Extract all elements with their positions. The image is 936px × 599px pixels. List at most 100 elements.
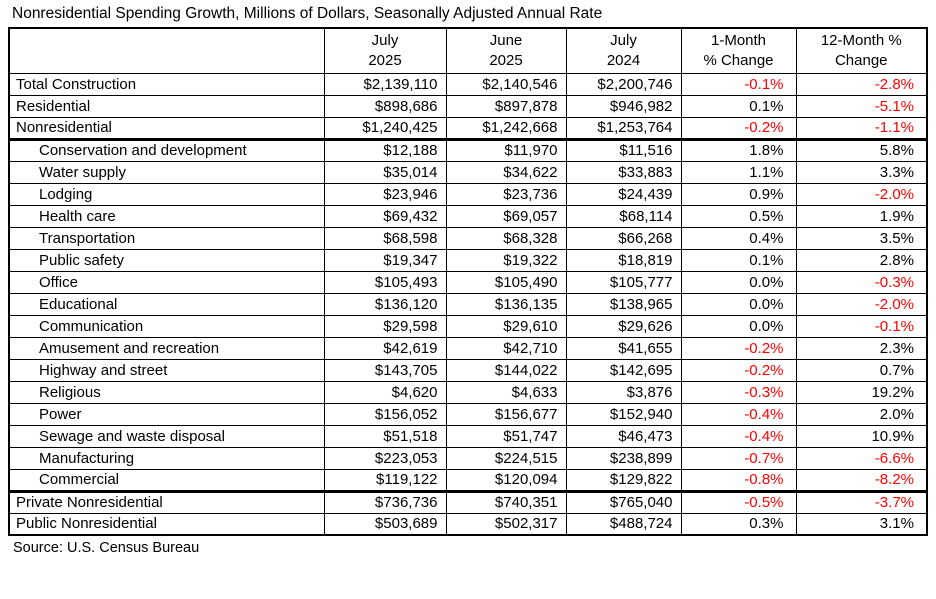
pct-change-cell: -6.6% — [795, 446, 928, 470]
value-cell: $4,633 — [445, 380, 567, 404]
col-header-line: July — [610, 32, 637, 50]
pct-change-cell: -0.2% — [680, 116, 797, 141]
value-cell: $2,200,746 — [565, 72, 682, 96]
row-label: Health care — [8, 204, 325, 228]
value-cell: $69,432 — [323, 204, 447, 228]
value-cell: $33,883 — [565, 160, 682, 184]
pct-change-cell: 0.0% — [680, 292, 797, 316]
value-cell: $898,686 — [323, 94, 447, 118]
value-cell: $34,622 — [445, 160, 567, 184]
pct-change-cell: 0.1% — [680, 94, 797, 118]
col-header-line: June — [489, 32, 523, 50]
table-row: Religious $4,620 $4,633 $3,876 -0.3% 19.2% — [8, 380, 928, 404]
pct-change-cell: 0.9% — [680, 182, 797, 206]
value-cell: $224,515 — [445, 446, 567, 470]
value-cell: $736,736 — [323, 490, 447, 514]
value-cell: $23,946 — [323, 182, 447, 206]
value-cell: $2,139,110 — [323, 72, 447, 96]
row-label: Office — [8, 270, 325, 294]
value-cell: $12,188 — [323, 138, 447, 162]
col-header-line: 2024 — [606, 51, 641, 69]
value-cell: $138,965 — [565, 292, 682, 316]
row-label: Sewage and waste disposal — [8, 424, 325, 448]
pct-change-cell: 10.9% — [795, 424, 928, 448]
value-cell: $66,268 — [565, 226, 682, 250]
value-cell: $46,473 — [565, 424, 682, 448]
table-row: Manufacturing $223,053 $224,515 $238,899 -0.… — [8, 446, 928, 470]
table-row: Private Nonresidential $736,736 $740,351 $7… — [8, 490, 928, 514]
value-cell: $1,240,425 — [323, 116, 447, 141]
row-label: Manufacturing — [8, 446, 325, 470]
pct-change-cell: -0.1% — [795, 314, 928, 338]
value-cell: $23,736 — [445, 182, 567, 206]
value-cell: $11,516 — [565, 138, 682, 162]
table-row: Total Construction $2,139,110 $2,140,546 $2… — [8, 72, 928, 96]
pct-change-cell: 1.9% — [795, 204, 928, 228]
row-label: Transportation — [8, 226, 325, 250]
table-row: Public Nonresidential $503,689 $502,317 $48… — [8, 512, 928, 536]
pct-change-cell: 0.7% — [795, 358, 928, 382]
value-cell: $144,022 — [445, 358, 567, 382]
pct-change-cell: -8.2% — [795, 468, 928, 493]
value-cell: $68,598 — [323, 226, 447, 250]
value-cell: $143,705 — [323, 358, 447, 382]
table-row: Water supply $35,014 $34,622 $33,883 1.1% 3.3… — [8, 160, 928, 184]
pct-change-cell: 19.2% — [795, 380, 928, 404]
row-label: Private Nonresidential — [8, 490, 325, 514]
table-row: Communication $29,598 $29,610 $29,626 0.0% -0… — [8, 314, 928, 338]
pct-change-cell: -0.3% — [680, 380, 797, 404]
col-header-line: 2025 — [368, 51, 402, 69]
value-cell: $765,040 — [565, 490, 682, 514]
value-cell: $2,140,546 — [445, 72, 567, 96]
value-cell: $238,899 — [565, 446, 682, 470]
source-note: Source: U.S. Census Bureau — [13, 540, 200, 556]
pct-change-cell: -1.1% — [795, 116, 928, 141]
value-cell: $4,620 — [323, 380, 447, 404]
value-cell: $897,878 — [445, 94, 567, 118]
pct-change-cell: -0.3% — [795, 270, 928, 294]
value-cell: $35,014 — [323, 160, 447, 184]
value-cell: $68,328 — [445, 226, 567, 250]
col-header-line: 12-Month % — [820, 32, 902, 50]
col-header-1-month-change: 1-Month % Change — [680, 27, 797, 74]
pct-change-cell: 3.1% — [795, 512, 928, 536]
value-cell: $29,598 — [323, 314, 447, 338]
pct-change-cell: 1.8% — [680, 138, 797, 162]
row-label: Educational — [8, 292, 325, 316]
pct-change-cell: -0.2% — [680, 336, 797, 360]
pct-change-cell: 0.0% — [680, 270, 797, 294]
pct-change-cell: 1.1% — [680, 160, 797, 184]
value-cell: $136,135 — [445, 292, 567, 316]
table-title: Nonresidential Spending Growth, Millions… — [12, 5, 603, 22]
col-header-line: Change — [834, 51, 888, 69]
value-cell: $142,695 — [565, 358, 682, 382]
value-cell: $42,710 — [445, 336, 567, 360]
col-header-june-2025: June 2025 — [445, 27, 567, 74]
value-cell: $105,777 — [565, 270, 682, 294]
pct-change-cell: -3.7% — [795, 490, 928, 514]
pct-change-cell: -2.8% — [795, 72, 928, 96]
value-cell: $29,626 — [565, 314, 682, 338]
table-row: Health care $69,432 $69,057 $68,114 0.5% 1.9% — [8, 204, 928, 228]
value-cell: $19,347 — [323, 248, 447, 272]
col-header-line: July — [371, 32, 399, 50]
value-cell: $3,876 — [565, 380, 682, 404]
row-label: Lodging — [8, 182, 325, 206]
col-header-line: 2025 — [489, 51, 523, 69]
row-label: Commercial — [8, 468, 325, 493]
value-cell: $129,822 — [565, 468, 682, 493]
page: Nonresidential Spending Growth, Millions… — [8, 5, 928, 556]
pct-change-cell: 0.5% — [680, 204, 797, 228]
value-cell: $488,724 — [565, 512, 682, 536]
value-cell: $740,351 — [445, 490, 567, 514]
col-header-line: 1-Month — [710, 32, 767, 50]
row-label: Public safety — [8, 248, 325, 272]
value-cell: $946,982 — [565, 94, 682, 118]
row-label: Amusement and recreation — [8, 336, 325, 360]
value-cell: $1,253,764 — [565, 116, 682, 141]
col-header-line: % Change — [703, 51, 774, 69]
row-label: Nonresidential — [8, 116, 325, 141]
row-label: Water supply — [8, 160, 325, 184]
pct-change-cell: 3.3% — [795, 160, 928, 184]
row-label: Religious — [8, 380, 325, 404]
